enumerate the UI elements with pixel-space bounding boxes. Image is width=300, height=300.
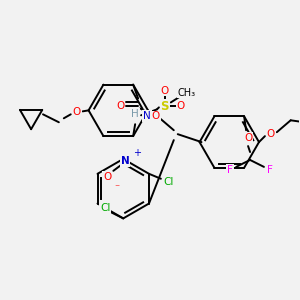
Text: O: O [103,172,112,182]
Text: O: O [116,101,124,111]
Text: O: O [244,133,252,143]
Text: ⁻: ⁻ [115,184,120,194]
Text: O: O [161,85,169,95]
Text: F: F [267,165,273,175]
Text: O: O [152,111,160,121]
Text: O: O [177,101,185,111]
Text: S: S [160,100,169,113]
Text: H: H [131,109,139,119]
Text: N: N [143,111,151,121]
Text: Cl: Cl [100,203,111,214]
Text: F: F [227,165,233,175]
Text: O: O [73,107,81,117]
Text: N: N [121,156,130,166]
Text: CH₃: CH₃ [178,88,196,98]
Text: Cl: Cl [164,177,174,187]
Text: O: O [267,129,275,139]
Text: +: + [133,148,141,158]
